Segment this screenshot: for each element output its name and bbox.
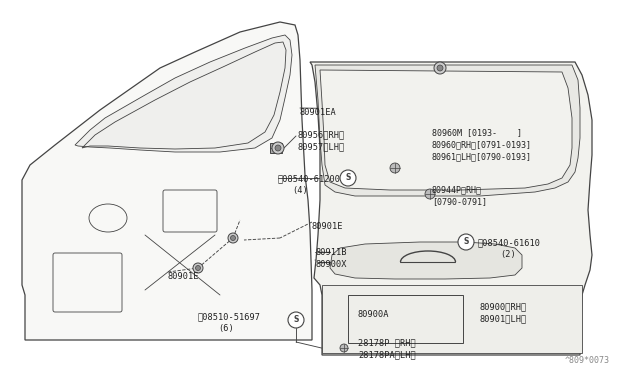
Polygon shape <box>320 70 572 190</box>
Text: (2): (2) <box>500 250 516 259</box>
Text: 80957〈LH〉: 80957〈LH〉 <box>298 142 345 151</box>
Polygon shape <box>22 22 312 340</box>
Polygon shape <box>315 65 580 196</box>
Circle shape <box>228 233 238 243</box>
Circle shape <box>390 163 400 173</box>
Text: ^809*0073: ^809*0073 <box>565 356 610 365</box>
Text: 80900A: 80900A <box>358 310 390 319</box>
Circle shape <box>434 62 446 74</box>
Text: (4): (4) <box>292 186 308 195</box>
Polygon shape <box>310 62 592 355</box>
Text: 80911B: 80911B <box>316 248 348 257</box>
Circle shape <box>340 344 348 352</box>
Circle shape <box>272 142 284 154</box>
Polygon shape <box>75 35 292 152</box>
Text: Ⓢ08540-61200: Ⓢ08540-61200 <box>278 174 341 183</box>
Circle shape <box>340 170 356 186</box>
Text: 80960〈RH〉[0791-0193]: 80960〈RH〉[0791-0193] <box>432 140 532 149</box>
Circle shape <box>195 266 200 270</box>
Text: 80901〈LH〉: 80901〈LH〉 <box>480 314 527 323</box>
Text: (6): (6) <box>218 324 234 333</box>
Text: 28178P 〈RH〉: 28178P 〈RH〉 <box>358 338 416 347</box>
Text: 80944P〈RH〉: 80944P〈RH〉 <box>432 185 482 194</box>
Text: Ⓢ08510-51697: Ⓢ08510-51697 <box>198 312 261 321</box>
Bar <box>270 143 282 153</box>
Circle shape <box>275 145 281 151</box>
Bar <box>348 295 463 343</box>
Circle shape <box>437 65 443 71</box>
Circle shape <box>193 263 203 273</box>
Circle shape <box>288 312 304 328</box>
Circle shape <box>230 235 236 241</box>
Circle shape <box>425 189 435 199</box>
Text: S: S <box>346 173 351 183</box>
Text: 80961〈LH〉[0790-0193]: 80961〈LH〉[0790-0193] <box>432 152 532 161</box>
Text: 80901EA: 80901EA <box>300 108 337 117</box>
Text: 80900〈RH〉: 80900〈RH〉 <box>480 302 527 311</box>
Text: 80956〈RH〉: 80956〈RH〉 <box>298 130 345 139</box>
Text: S: S <box>463 237 468 247</box>
Text: [0790-0791]: [0790-0791] <box>432 197 487 206</box>
Text: 28178PA〈LH〉: 28178PA〈LH〉 <box>358 350 416 359</box>
Text: 80901E: 80901E <box>168 272 200 281</box>
Text: S: S <box>293 315 299 324</box>
Polygon shape <box>330 242 522 279</box>
Text: Ⓢ08540-61610: Ⓢ08540-61610 <box>478 238 541 247</box>
Text: 80901E: 80901E <box>312 222 344 231</box>
Circle shape <box>458 234 474 250</box>
Bar <box>322 285 582 353</box>
Text: 80900X: 80900X <box>316 260 348 269</box>
Text: 80960M [0193-    ]: 80960M [0193- ] <box>432 128 522 137</box>
